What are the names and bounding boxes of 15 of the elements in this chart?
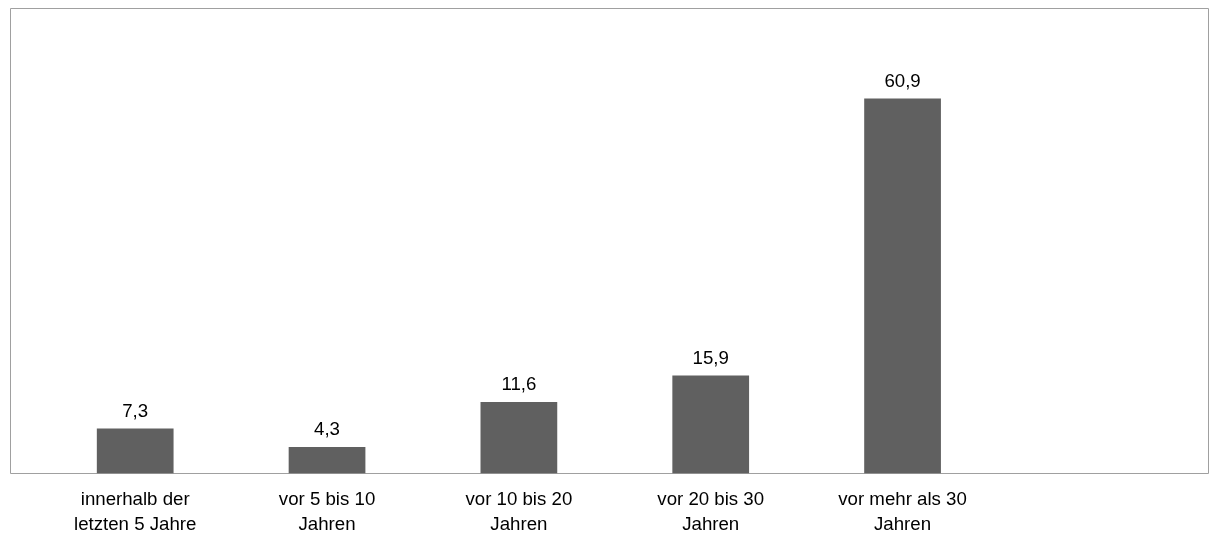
bar bbox=[864, 98, 941, 474]
bar bbox=[480, 402, 558, 474]
x-tick-label: vor mehr als 30 Jahren bbox=[838, 487, 967, 534]
x-tick-label: vor 5 bis 10 Jahren bbox=[278, 487, 376, 534]
data-label: 7,3 bbox=[122, 399, 149, 421]
x-tick-label: vor 10 bis 20 Jahren bbox=[465, 487, 573, 534]
bar bbox=[672, 375, 750, 474]
data-label: 4,3 bbox=[314, 418, 341, 440]
x-tick-label: innerhalb der letzten 5 Jahre bbox=[74, 487, 197, 534]
data-label: 60,9 bbox=[884, 69, 921, 91]
data-label: 15,9 bbox=[692, 346, 729, 368]
bar bbox=[288, 447, 366, 474]
x-tick-label: vor 20 bis 30 Jahren bbox=[657, 487, 765, 534]
bar bbox=[96, 428, 174, 474]
data-label: 11,6 bbox=[501, 373, 537, 395]
